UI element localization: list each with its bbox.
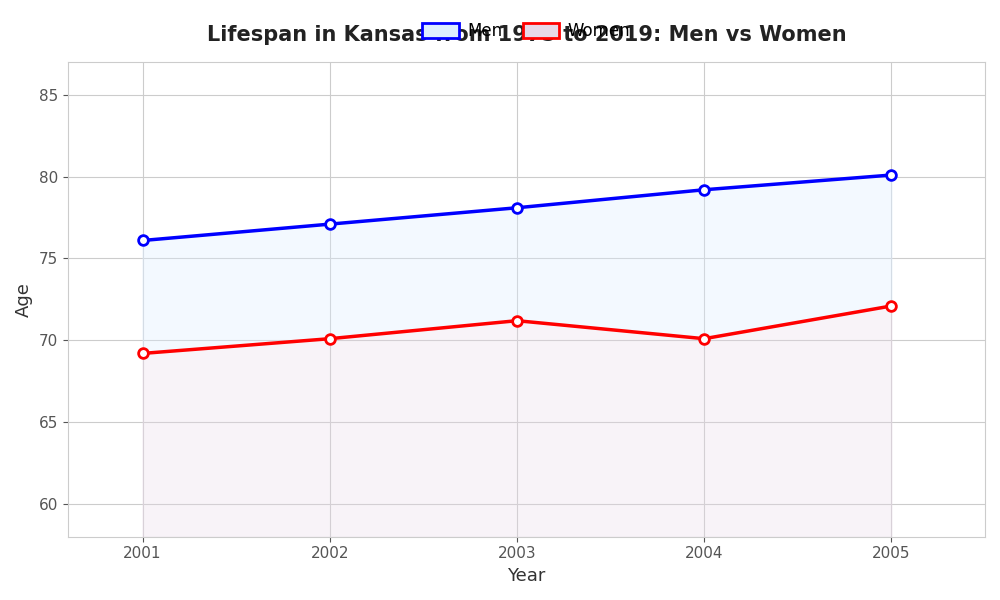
Title: Lifespan in Kansas from 1975 to 2019: Men vs Women: Lifespan in Kansas from 1975 to 2019: Me… (207, 25, 846, 45)
Legend: Men, Women: Men, Women (414, 13, 639, 48)
X-axis label: Year: Year (507, 567, 546, 585)
Y-axis label: Age: Age (15, 282, 33, 317)
